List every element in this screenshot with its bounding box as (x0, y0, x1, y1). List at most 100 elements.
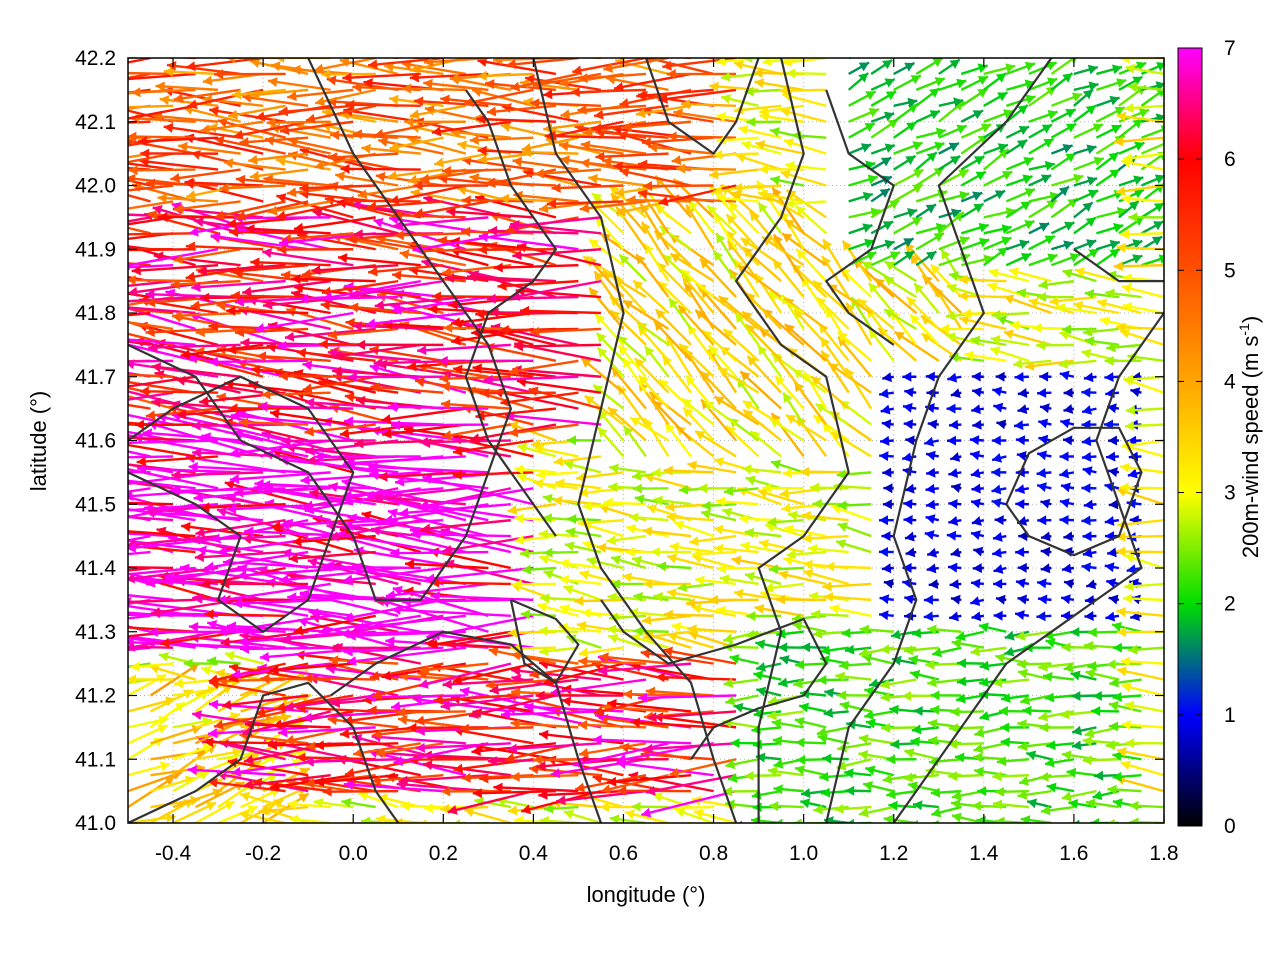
wind-vector-head (727, 773, 738, 783)
wind-vector-head (485, 679, 496, 690)
wind-vector (1025, 750, 1052, 761)
wind-vector-shaft (369, 662, 444, 679)
wind-vector-head (41, 653, 50, 663)
wind-vector-head (419, 664, 430, 675)
wind-vector-head (492, 822, 494, 823)
wind-vector-head (1108, 701, 1119, 711)
wind-vector-head (1061, 750, 1072, 761)
wind-vector (278, 726, 376, 738)
wind-vector-head (43, 604, 53, 614)
wind-vector (994, 786, 1029, 797)
wind-vector-head (550, 768, 561, 779)
wind-vector (1120, 760, 1164, 777)
wind-vector-head (207, 685, 218, 696)
wind-vector-head (314, 740, 324, 751)
wind-vector-head (772, 735, 783, 746)
wind-vector-head (839, 701, 850, 711)
wind-vector (1116, 666, 1164, 681)
wind-vector (909, 669, 940, 681)
wind-vector-head (513, 815, 524, 823)
wind-vector-shaft (418, 439, 511, 444)
wind-vector-head (289, 814, 299, 823)
wind-vector-head (1044, 692, 1055, 703)
wind-vector-head (287, 799, 297, 810)
wind-vector-head (948, 739, 958, 750)
wind-vector-head (109, 462, 119, 472)
wind-vector-head (1124, 700, 1135, 711)
wind-vector (1020, 694, 1052, 706)
wind-vector-shaft (322, 565, 421, 570)
wind-vector-head (931, 807, 942, 818)
wind-vector (287, 799, 331, 810)
wind-vector-shaft (538, 661, 624, 681)
wind-vector (834, 803, 872, 814)
wind-vector-head (128, 674, 136, 685)
wind-vector-head (464, 807, 475, 818)
wind-vector-head (54, 556, 64, 566)
wind-vector-head (76, 401, 86, 411)
wind-vector-head (75, 453, 84, 463)
wind-vector (624, 809, 669, 823)
wind-vector-shaft (640, 651, 714, 665)
wind-vector-head (974, 766, 984, 777)
wind-vector-head (912, 800, 923, 811)
wind-vector-head (607, 776, 617, 787)
wind-vector (643, 742, 737, 754)
wind-vector (472, 788, 556, 799)
wind-vector-head (452, 675, 463, 685)
wind-vector-head (51, 324, 61, 334)
wind-vector-head (891, 655, 902, 666)
wind-vector (1059, 709, 1097, 720)
wind-vector (795, 659, 827, 670)
wind-vector (1066, 767, 1097, 778)
wind-vector-head (1117, 666, 1127, 677)
wind-vector-head (822, 753, 832, 764)
wind-vector-head (930, 690, 940, 701)
wind-vector-head (393, 756, 404, 766)
wind-vector-head (272, 719, 283, 730)
wind-vector-head (222, 699, 232, 710)
wind-vector-shaft (365, 694, 466, 699)
wind-vector-head (510, 771, 520, 782)
wind-vector-head (1060, 709, 1070, 720)
wind-vector-head (157, 724, 168, 734)
wind-vector (371, 773, 444, 786)
wind-vector-head (865, 822, 866, 823)
wind-vector-head (371, 689, 382, 700)
wind-vector-shaft (304, 758, 399, 764)
wind-vector (864, 710, 894, 720)
wind-vector-shaft (450, 696, 534, 713)
wind-vector (341, 797, 376, 809)
wind-vector-head (948, 771, 958, 782)
wind-vector (128, 614, 129, 616)
wind-vector-shaft (500, 710, 601, 716)
wind-vector (1085, 668, 1120, 681)
wind-vector (322, 786, 399, 797)
wind-vector (992, 799, 1029, 810)
wind-vector (172, 801, 217, 823)
wind-vector (1026, 798, 1052, 809)
wind-vector-shaft (128, 359, 174, 363)
wind-vector-head (927, 677, 937, 688)
wind-vector-shaft (208, 359, 309, 364)
wind-vector-head (722, 786, 732, 797)
wind-vector-shaft (278, 726, 376, 735)
wind-vector-head (61, 555, 71, 565)
wind-vector (796, 754, 827, 765)
wind-vector-shaft (398, 773, 489, 783)
wind-vector-head (247, 805, 258, 815)
wind-vector-head (204, 737, 214, 748)
wind-vector-head (1112, 691, 1122, 702)
wind-vector-head (42, 569, 52, 579)
wind-vector (1017, 789, 1052, 800)
wind-vector-head (52, 357, 62, 367)
wind-vector-head (47, 553, 56, 563)
wind-vector (862, 781, 895, 793)
wind-vector (1082, 755, 1119, 766)
wind-vector-head (281, 713, 292, 723)
wind-vector-head (366, 692, 376, 703)
wind-vector-head (41, 496, 50, 506)
wind-vector (1129, 800, 1164, 811)
wind-vector-head (440, 803, 450, 814)
